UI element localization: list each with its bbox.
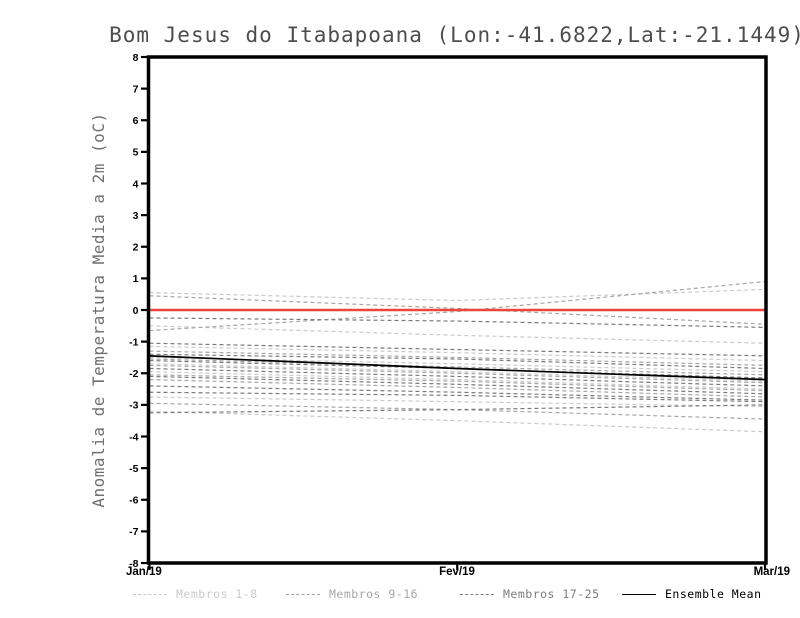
x-tick-label-fev: Fev/19: [439, 566, 475, 578]
ensemble-member-line: [149, 363, 766, 382]
legend-label-membros-17-25: Membros 17-25: [503, 587, 600, 601]
ensemble-member-line: [149, 280, 766, 332]
y-tick-label: 1: [133, 273, 139, 285]
y-tick-label: 7: [133, 83, 139, 95]
ensemble-member-line: [149, 371, 766, 390]
ensemble-member-line: [149, 345, 766, 362]
x-tick-label-jan: Jan/19: [126, 566, 162, 578]
y-tick-label: -6: [129, 495, 138, 507]
y-tick-label: 5: [133, 147, 139, 159]
ensemble-member-line: [149, 325, 766, 344]
ensemble-member-line: [149, 288, 766, 302]
legend-item-membros-9-16: Membros 9-16: [286, 586, 418, 602]
dashed-line-swatch: [133, 593, 167, 595]
ensemble-member-line: [149, 364, 766, 384]
ensemble-member-line: [149, 358, 766, 376]
legend-item-membros-17-25: Membros 17-25: [460, 586, 600, 602]
dashed-line-swatch: [460, 593, 494, 595]
y-tick-label: -5: [129, 463, 138, 475]
y-tick-label: -8: [129, 558, 138, 570]
ensemble-member-line: [149, 378, 766, 398]
ensemble-member-line: [149, 385, 766, 401]
ensemble-member-line: [149, 360, 766, 379]
y-tick-label: -7: [129, 526, 138, 538]
legend-label-ensemble-mean: Ensemble Mean: [665, 587, 762, 601]
y-tick-label: 2: [133, 242, 139, 254]
ensemble-members-layer: [149, 280, 766, 433]
ensemble-member-line: [149, 350, 766, 366]
y-tick-label: -4: [129, 431, 138, 443]
y-tick-label: -3: [129, 400, 138, 412]
ensemble-member-line: [149, 402, 766, 420]
y-tick-label: 6: [133, 115, 139, 127]
y-axis-label: Anomalia de Temperatura Media a 2m (oC): [89, 112, 108, 507]
legend-label-membros-1-8: Membros 1-8: [176, 587, 258, 601]
chart-legend: Membros 1-8 Membros 9-16 Membros 17-25 E…: [0, 586, 800, 602]
ensemble-member-line: [149, 353, 766, 370]
ensemble-member-line: [149, 295, 766, 325]
ensemble-member-line: [149, 342, 766, 357]
plot-area: -8 -7 -6 -5 -4 -3 -2 -1 0 1 2 3 4 5 6 7 8: [129, 52, 768, 570]
y-tick-label: 8: [133, 52, 139, 64]
legend-item-ensemble-mean: Ensemble Mean: [622, 586, 762, 602]
ensemble-member-line: [149, 367, 766, 387]
y-tick-label: -1: [129, 336, 138, 348]
ensemble-member-line: [149, 410, 766, 433]
ensemble-member-line: [149, 396, 766, 408]
x-axis-ticks: [148, 563, 767, 570]
dashed-line-swatch: [286, 593, 320, 595]
ensemble-mean-line: [149, 355, 766, 381]
ensemble-member-line: [149, 356, 766, 373]
ensemble-member-line: [149, 374, 766, 392]
x-tick-label-mar: Mar/19: [754, 566, 790, 578]
ensemble-member-line: [149, 391, 766, 403]
chart-title: Bom Jesus do Itabapoana (Lon:-41.6822,La…: [109, 23, 800, 47]
legend-label-membros-9-16: Membros 9-16: [329, 587, 419, 601]
y-tick-label: 3: [133, 210, 139, 222]
ensemble-member-line: [149, 375, 766, 395]
y-axis-ticks: -8 -7 -6 -5 -4 -3 -2 -1 0 1 2 3 4 5 6 7 8: [129, 52, 149, 570]
legend-item-membros-1-8: Membros 1-8: [133, 586, 258, 602]
y-tick-label: 0: [133, 305, 139, 317]
y-tick-label: -2: [129, 368, 138, 380]
solid-line-swatch: [622, 593, 656, 595]
y-tick-label: 4: [133, 178, 139, 190]
ensemble-member-line: [149, 317, 766, 328]
ensemble-member-line: [149, 404, 766, 414]
